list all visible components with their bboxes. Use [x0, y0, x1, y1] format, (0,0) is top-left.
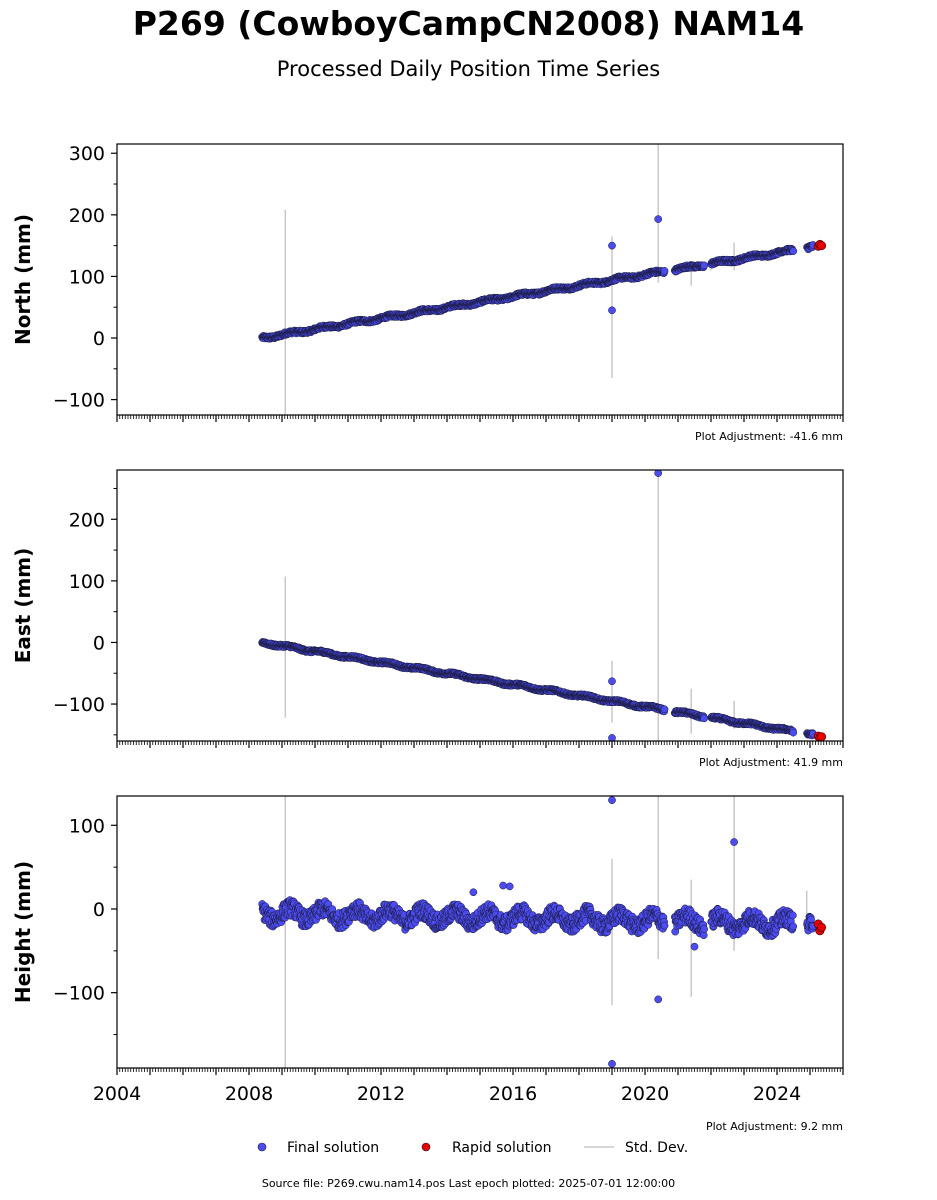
final-point — [789, 922, 798, 931]
y-tick-label: 200 — [69, 205, 105, 227]
axes-frame — [116, 469, 844, 742]
outlier-point — [499, 881, 507, 890]
final-point — [700, 261, 708, 270]
source-footer: Source file: P269.cwu.nam14.pos Last epo… — [261, 1177, 676, 1190]
plot-area — [258, 796, 827, 1068]
outlier-point — [690, 942, 699, 951]
y-tick-label: 100 — [69, 815, 105, 837]
plot-adjustment-label: Plot Adjustment: -41.6 mm — [695, 430, 843, 443]
outlier-point — [608, 241, 616, 250]
outlier-point — [469, 888, 478, 897]
final-solution-series — [258, 241, 817, 343]
y-tick-label: 100 — [69, 266, 105, 288]
y-tick-label: 0 — [93, 328, 105, 350]
final-point — [700, 925, 708, 933]
outlier-point — [654, 215, 663, 223]
y-axis-label: East (mm) — [11, 548, 35, 664]
final-point — [660, 267, 669, 275]
panel-3: −100 0 100 2004 2008 2012 2016 2020 2024 Height (… — [11, 795, 844, 1133]
outlier-point — [654, 995, 663, 1004]
chart-title: P269 (CowboyCampCN2008) NAM14 — [132, 4, 805, 43]
rapid-point — [817, 241, 827, 251]
outlier-point — [608, 306, 616, 315]
y-tick-label: 0 — [93, 632, 105, 654]
panel-2: −100 0 100 200 East (mm) Plot Adjustment: 41.… — [11, 469, 844, 769]
rapid-point — [817, 732, 827, 741]
plot-adjustment-label: Plot Adjustment: 9.2 mm — [706, 1120, 843, 1133]
x-tick-label: 2004 — [93, 1083, 141, 1105]
final-point — [660, 705, 669, 714]
final-point — [700, 714, 708, 723]
chart-subtitle: Processed Daily Position Time Series — [276, 57, 661, 81]
plot-adjustment-label: Plot Adjustment: 41.9 mm — [699, 756, 843, 769]
legend-rapid-label: Rapid solution — [452, 1140, 552, 1156]
plot-area — [258, 470, 827, 741]
final-point — [788, 911, 797, 920]
panel-1: −100 0 100 200 300 North (mm) Plot Adjustment:… — [11, 143, 844, 443]
outlier-point — [654, 470, 663, 477]
y-tick-label: 200 — [69, 509, 105, 531]
legend-rapid-marker — [421, 1142, 431, 1152]
x-tick-label: 2016 — [489, 1083, 537, 1105]
final-point — [789, 728, 798, 737]
x-tick-label: 2008 — [225, 1083, 273, 1105]
legend-std-label: Std. Dev. — [625, 1140, 688, 1156]
y-tick-label: 100 — [69, 571, 105, 593]
y-tick-label: −100 — [53, 390, 105, 412]
y-tick-label: 0 — [93, 899, 105, 921]
rapid-point — [817, 922, 827, 932]
outlier-point — [608, 734, 616, 741]
legend-final-label: Final solution — [287, 1140, 379, 1156]
axes-frame — [116, 143, 844, 416]
final-solution-series — [258, 638, 817, 740]
x-tick-label: 2024 — [753, 1083, 801, 1105]
y-axis-label: North (mm) — [11, 214, 35, 345]
y-axis-label: Height (mm) — [11, 861, 35, 1003]
outlier-point — [505, 882, 514, 891]
y-tick-label: −100 — [53, 983, 105, 1005]
legend-final-marker — [257, 1142, 267, 1152]
outlier-point — [608, 677, 616, 686]
y-tick-label: −100 — [53, 694, 105, 716]
legend: Final solution Rapid solution Std. Dev. — [257, 1140, 688, 1156]
outlier-point — [608, 796, 616, 805]
x-tick-label: 2020 — [621, 1083, 669, 1105]
outlier-point — [730, 838, 738, 846]
y-tick-label: 300 — [69, 143, 105, 165]
final-point — [660, 921, 669, 930]
outlier-point — [608, 1059, 616, 1068]
x-tick-label: 2012 — [357, 1083, 405, 1105]
final-solution-series — [258, 896, 817, 941]
final-point — [789, 247, 798, 255]
plot-area — [258, 144, 827, 415]
